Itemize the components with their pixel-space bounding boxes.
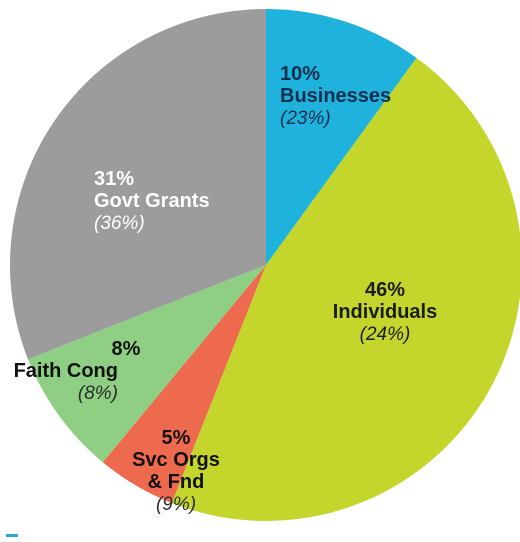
- pie-labels: 10%Businesses(23%) 46%Individuals(24%) 5%S…: [14, 63, 438, 515]
- pct-label-businesses: 10%: [280, 63, 320, 85]
- category-label-svc-orgs-fnd-line-1: Svc Orgs: [132, 449, 220, 471]
- pie-slice-businesses: [266, 9, 417, 265]
- prior-label-svc-orgs-fnd: (9%): [156, 494, 196, 515]
- category-label-govt-grants: Govt Grants: [94, 190, 210, 212]
- category-label-individuals: Individuals: [333, 301, 437, 323]
- pie-slice-govt-grants: [10, 9, 267, 360]
- prior-label-businesses: (23%): [280, 108, 331, 129]
- pie-slice-individuals: [171, 57, 520, 521]
- pct-label-individuals: 46%: [365, 279, 405, 301]
- corner-mark: [6, 534, 18, 537]
- category-label-businesses: Businesses: [280, 85, 391, 107]
- pie-slice-svc-orgs-fnd: [102, 265, 266, 504]
- prior-label-individuals: (24%): [360, 324, 411, 345]
- pie-slices: [10, 9, 520, 521]
- pie-slice-faith-cong: [27, 265, 267, 463]
- category-label-faith-cong: Faith Cong: [14, 360, 118, 382]
- pct-label-svc-orgs-fnd: 5%: [162, 427, 191, 449]
- category-label-svc-orgs-fnd-line-2: & Fnd: [148, 471, 205, 493]
- pct-label-govt-grants: 31%: [94, 168, 134, 190]
- prior-label-govt-grants: (36%): [94, 213, 145, 234]
- prior-label-faith-cong: (8%): [78, 383, 118, 404]
- pct-label-faith-cong: 8%: [112, 338, 141, 360]
